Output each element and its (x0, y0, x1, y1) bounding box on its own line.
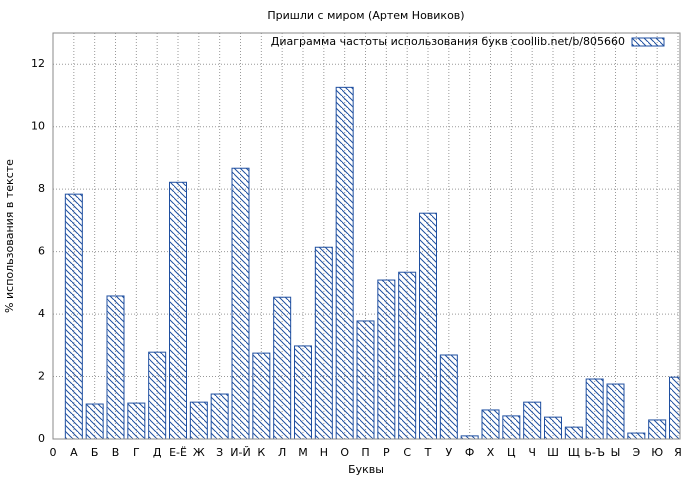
x-tick-label: Ь-Ъ (584, 446, 605, 459)
legend-swatch (631, 37, 665, 47)
bar (544, 416, 562, 439)
x-tick-label: Ю (651, 446, 663, 459)
x-tick-label: П (361, 446, 369, 459)
legend-label: Диаграмма частоты использования букв coo… (271, 35, 625, 48)
bar (419, 212, 437, 439)
y-tick-label: 4 (38, 307, 45, 320)
y-tick-label: 6 (38, 245, 45, 258)
x-tick-label: А (70, 446, 78, 459)
x-tick-label: Ы (611, 446, 621, 459)
x-tick-label: Ж (193, 446, 205, 459)
y-axis-label: % использования в тексте (3, 159, 16, 313)
bar (335, 86, 354, 439)
x-tick-label: Ш (547, 446, 559, 459)
bars (64, 86, 680, 439)
bar (314, 246, 333, 439)
bar (669, 376, 680, 439)
x-tick-label: Э (632, 446, 640, 459)
bar (273, 296, 292, 439)
plot-frame (52, 32, 681, 440)
y-tick-label: 2 (38, 370, 45, 383)
bar (481, 409, 500, 439)
bar (127, 402, 146, 439)
bar (210, 393, 229, 439)
bar (252, 352, 271, 439)
x-tick-label: М (298, 446, 308, 459)
x-tick-label: Б (91, 446, 99, 459)
bar (106, 295, 125, 439)
x-tick-label: Е-Ё (169, 446, 187, 459)
bar (148, 351, 167, 439)
bar (64, 193, 83, 439)
x-tick-label: И-Й (230, 446, 250, 459)
x-tick-label: Щ (568, 446, 580, 459)
bar (627, 432, 646, 439)
x-tick-label: Ц (507, 446, 516, 459)
x-tick-label: В (112, 446, 120, 459)
y-tick-label: 12 (31, 57, 45, 70)
x-tick-label: Г (133, 446, 140, 459)
bar (85, 403, 104, 439)
x-tick-label: 0 (50, 446, 57, 459)
chart-title: Пришли с миром (Артем Новиков) (267, 9, 464, 22)
x-tick-label: Д (153, 446, 162, 459)
x-tick-label: Ф (465, 446, 474, 459)
bar (523, 401, 542, 439)
bar (169, 181, 187, 439)
y-tick-label: 8 (38, 182, 45, 195)
x-tick-label: Н (320, 446, 328, 459)
bar (294, 345, 312, 439)
bar (502, 415, 521, 439)
x-tick-label: Т (424, 446, 432, 459)
x-tick-label: Р (383, 446, 390, 459)
plot-area (52, 33, 680, 440)
y-tick-label: 0 (38, 432, 45, 445)
x-tick-label: У (445, 446, 452, 459)
x-tick-label: З (216, 446, 223, 459)
bar (585, 378, 604, 439)
x-tick-label: С (403, 446, 411, 459)
bar (377, 279, 396, 439)
x-axis-label: Буквы (348, 463, 384, 476)
bar (564, 426, 583, 439)
y-tick-label: 10 (31, 120, 45, 133)
x-tick-label: Ч (528, 446, 536, 459)
x-tick-label: Я (674, 446, 682, 459)
bar (189, 401, 208, 439)
bar (606, 383, 625, 439)
bar (356, 320, 375, 439)
x-tick-label: О (340, 446, 349, 459)
x-tick-label: Х (487, 446, 495, 459)
x-tick-label: К (257, 446, 265, 459)
bar (439, 354, 458, 439)
x-tick-label: Л (278, 446, 286, 459)
bar (398, 271, 417, 439)
bar (231, 167, 250, 439)
bar (648, 419, 667, 439)
